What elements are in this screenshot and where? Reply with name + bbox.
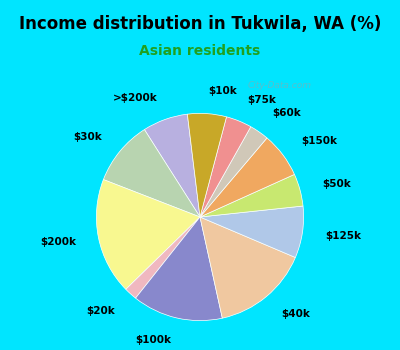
Text: $40k: $40k (281, 309, 310, 319)
Wedge shape (187, 113, 226, 217)
Wedge shape (136, 217, 222, 321)
Text: $150k: $150k (301, 136, 337, 146)
Wedge shape (144, 114, 200, 217)
Text: >$200k: >$200k (112, 93, 157, 103)
Wedge shape (200, 117, 251, 217)
Text: $100k: $100k (136, 335, 172, 345)
Wedge shape (103, 130, 200, 217)
Wedge shape (200, 138, 294, 217)
Text: $60k: $60k (272, 108, 301, 118)
Wedge shape (200, 174, 303, 217)
Text: $125k: $125k (325, 231, 361, 240)
Text: $20k: $20k (86, 306, 115, 316)
Text: $200k: $200k (40, 237, 76, 247)
Text: City-Data.com: City-Data.com (248, 81, 312, 90)
Wedge shape (200, 127, 267, 217)
Text: $10k: $10k (209, 86, 237, 96)
Wedge shape (200, 206, 304, 258)
Wedge shape (200, 217, 295, 318)
Text: Income distribution in Tukwila, WA (%): Income distribution in Tukwila, WA (%) (19, 15, 381, 34)
Text: $30k: $30k (74, 132, 102, 142)
Text: $75k: $75k (248, 95, 276, 105)
Wedge shape (96, 180, 200, 289)
Text: Asian residents: Asian residents (139, 44, 261, 58)
Wedge shape (126, 217, 200, 298)
Text: $50k: $50k (322, 179, 351, 189)
